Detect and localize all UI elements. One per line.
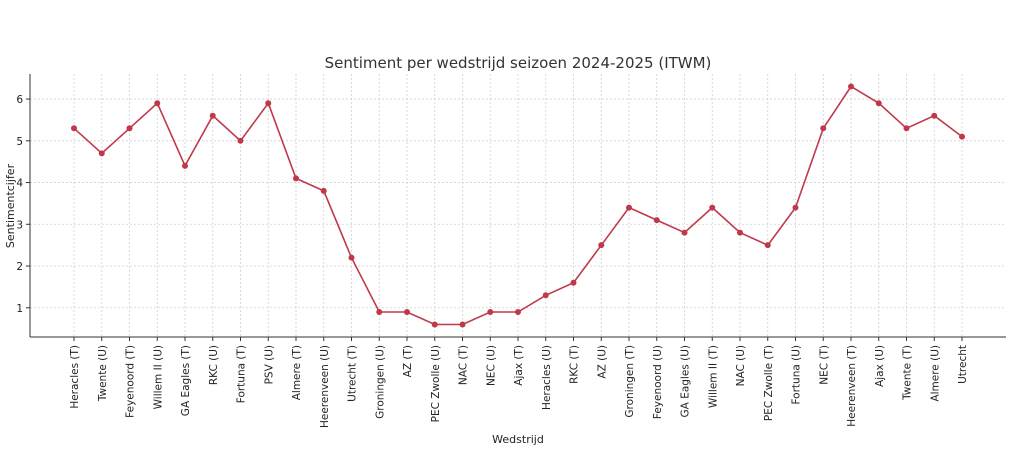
data-point: [265, 100, 272, 107]
data-point: [98, 150, 105, 157]
data-point: [931, 112, 938, 119]
x-tick-label: PEC Zwolle (T): [763, 345, 775, 421]
x-tick-label: RKC (T): [569, 345, 581, 384]
y-tick-label: 6: [16, 94, 23, 106]
data-point: [792, 204, 799, 211]
x-axis-label: Wedstrijd: [492, 433, 544, 446]
x-tick-label: Heerenveen (U): [319, 345, 331, 428]
x-tick-label: AZ (U): [596, 345, 608, 379]
x-tick-label: AZ (T): [402, 345, 414, 377]
data-point: [626, 204, 632, 211]
data-point: [903, 125, 910, 132]
x-tick-label: NEC (T): [818, 345, 830, 385]
x-tick-label: Ajax (T): [513, 345, 525, 386]
data-point: [764, 242, 771, 249]
data-point: [71, 125, 77, 132]
axes: 1 2 3 4 5 6 Heracles (T) Twente (U) Feyenoord (T…: [16, 74, 1006, 428]
x-tick-label: Heerenveen (T): [846, 345, 858, 427]
data-point: [237, 137, 244, 144]
data-point: [154, 100, 161, 107]
x-tick-label: Willem II (U): [152, 345, 164, 409]
data-point: [515, 308, 521, 315]
data-point: [737, 229, 743, 236]
data-point: [209, 112, 216, 119]
data-point: [570, 279, 577, 286]
x-tick-label: Feyenoord (U): [652, 345, 664, 419]
x-tick-label: PSV (U): [263, 345, 275, 384]
x-tick-label: Twente (U): [97, 345, 109, 402]
x-tick-label: Willem II (T): [707, 345, 719, 408]
data-point: [820, 125, 827, 132]
data-point: [348, 254, 355, 261]
y-tick-label: 5: [16, 136, 23, 148]
x-tick-label: RKC (U): [208, 345, 220, 385]
x-tick-label: GA Eagles (T): [180, 345, 192, 416]
data-point: [875, 100, 882, 107]
y-tick-label: 3: [16, 219, 23, 231]
data-point: [709, 204, 716, 211]
x-tick-label: NAC (U): [735, 345, 747, 386]
x-tick-label: NAC (T): [458, 345, 470, 385]
x-tick-label: Ajax (U): [874, 345, 886, 387]
x-tick-label: GA Eagles (U): [680, 345, 692, 417]
data-point: [653, 217, 660, 224]
x-tick-label: Heracles (U): [541, 345, 553, 410]
x-tick-label: PEC Zwolle (U): [430, 345, 442, 422]
series-sentiment: [71, 83, 965, 328]
data-point: [681, 229, 688, 236]
x-tick-label: Utrecht: [957, 345, 969, 384]
y-tick-label: 4: [16, 178, 23, 190]
y-axis-label: Sentimentcijfer: [4, 163, 17, 248]
x-tick-label: Feyenoord (T): [125, 345, 137, 418]
x-tick-label: Groningen (T): [624, 345, 636, 418]
chart-title: Sentiment per wedstrijd seizoen 2024-202…: [325, 54, 712, 72]
data-point: [959, 133, 965, 140]
data-point: [459, 321, 466, 328]
x-tick-label: Almere (T): [291, 345, 303, 400]
data-point: [126, 125, 133, 132]
data-point: [431, 321, 438, 328]
x-tick-label: Heracles (T): [69, 345, 81, 409]
data-point: [404, 308, 410, 315]
data-point: [182, 162, 188, 169]
x-tick-label: NEC (U): [485, 345, 497, 386]
x-tick-label: Fortuna (U): [791, 345, 803, 404]
x-tick-label: Twente (T): [902, 345, 914, 401]
y-tick-label: 1: [16, 303, 23, 315]
x-tick-label: Groningen (U): [374, 345, 386, 419]
data-point: [542, 292, 549, 299]
data-point: [293, 175, 299, 182]
x-tick-label: Fortuna (T): [236, 345, 248, 403]
x-tick-label: Almere (U): [929, 345, 941, 402]
x-tick-label: Utrecht (T): [347, 345, 359, 402]
data-point: [376, 308, 383, 315]
data-point: [598, 242, 605, 249]
data-point: [848, 83, 854, 90]
grid: [30, 74, 1006, 337]
data-point: [320, 187, 327, 194]
data-point: [487, 308, 494, 315]
y-tick-label: 2: [16, 261, 23, 273]
